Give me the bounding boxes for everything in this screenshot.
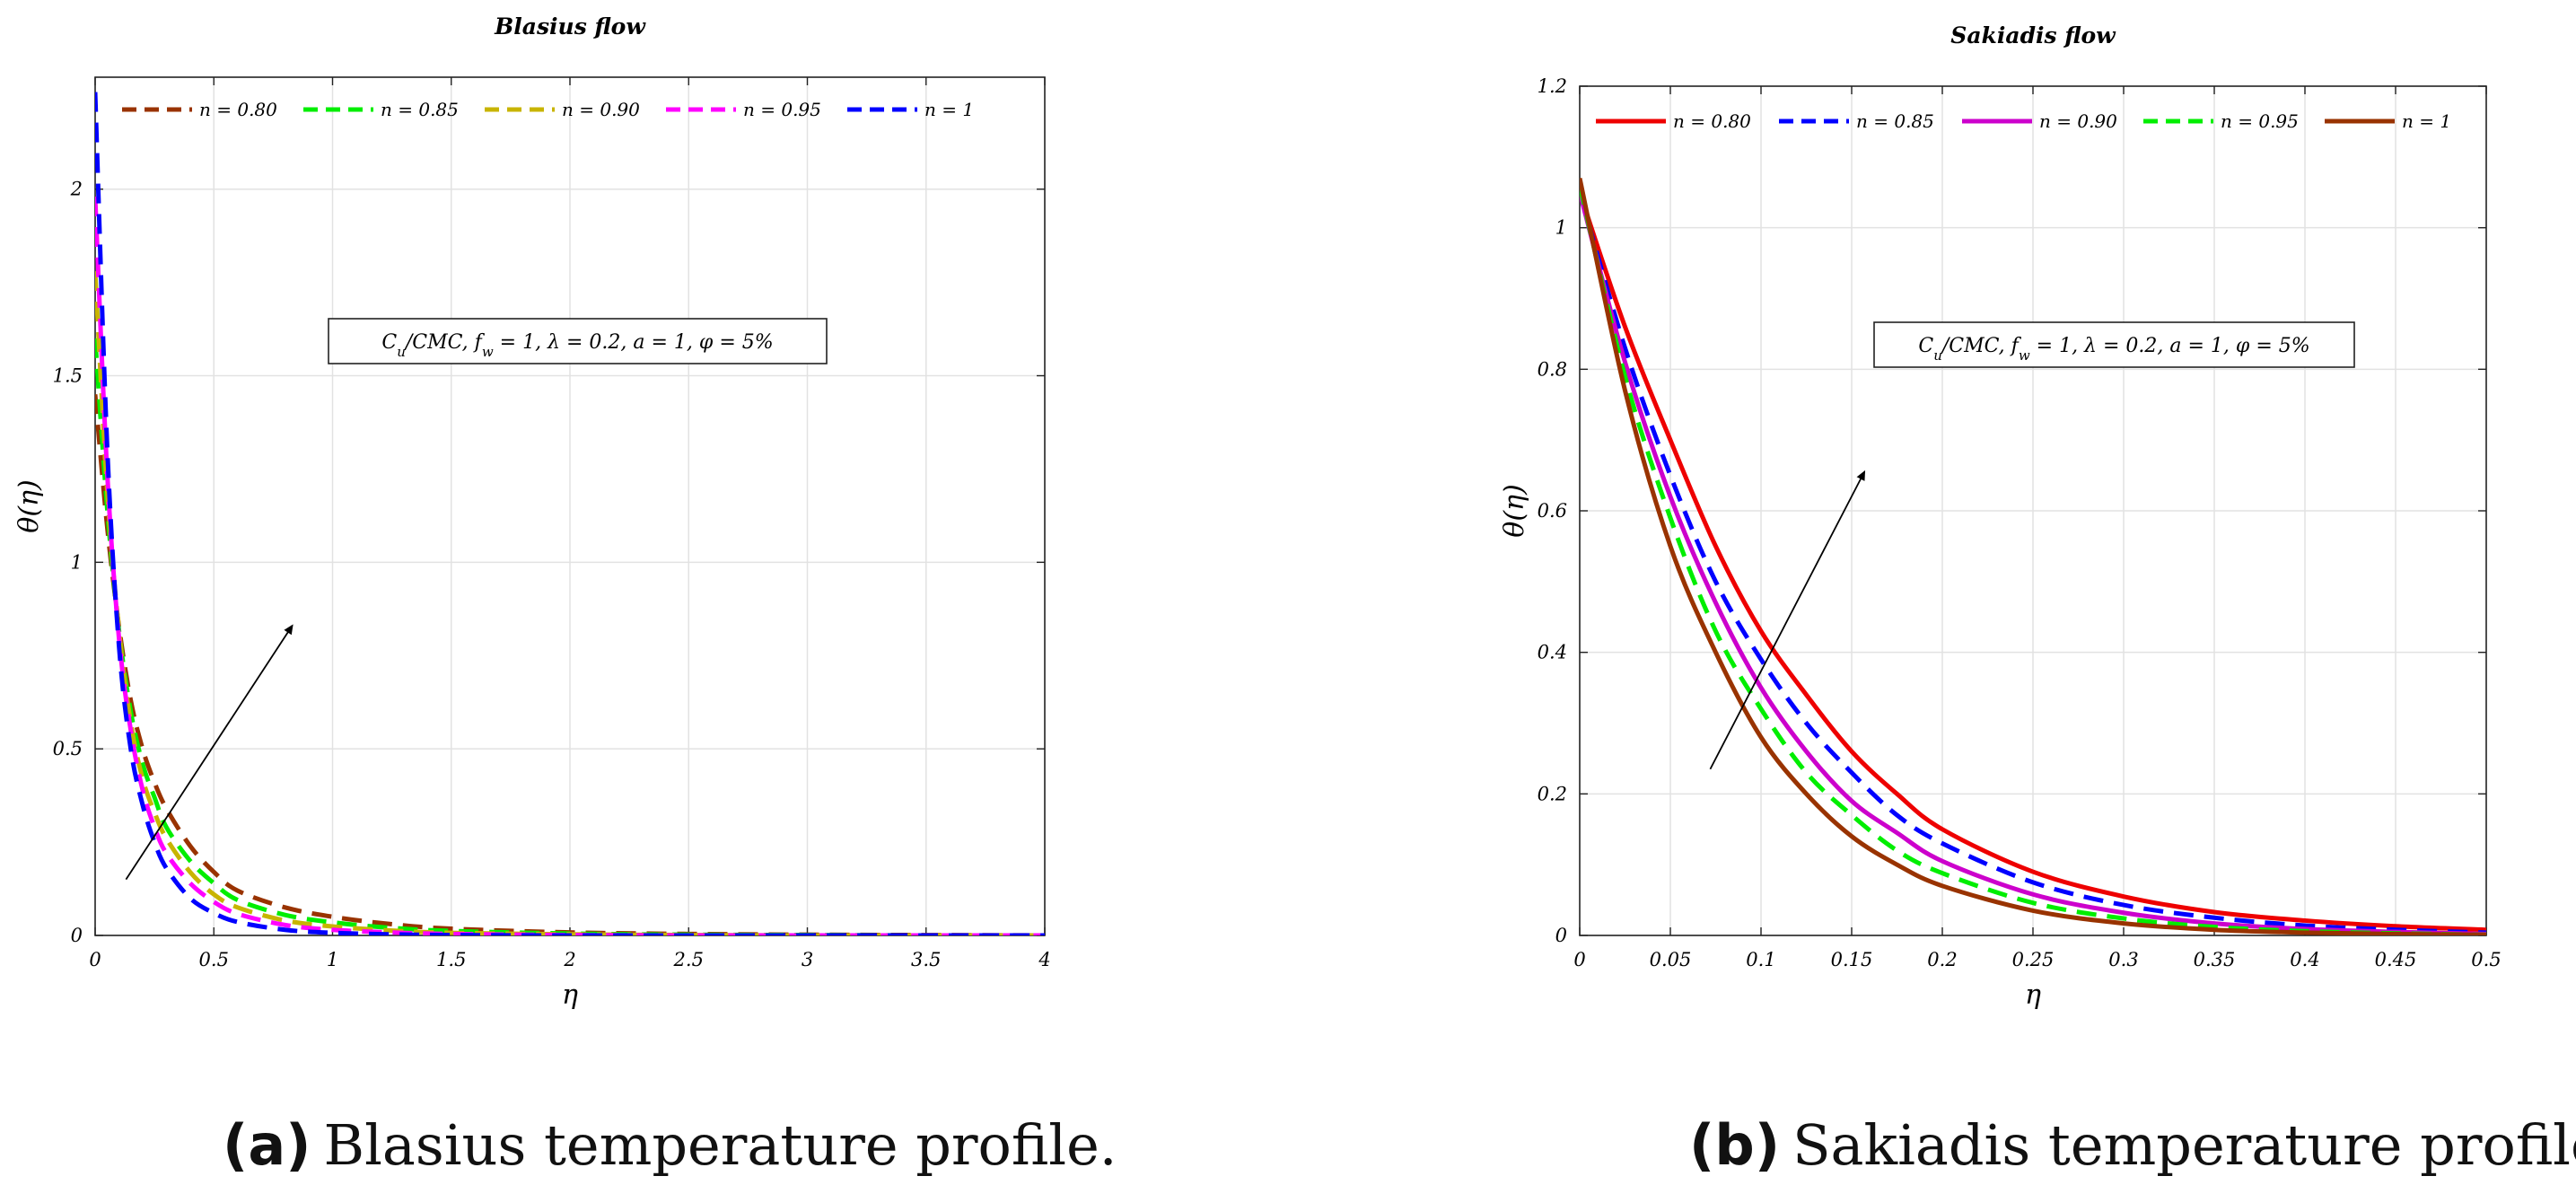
x-tick-label: 0.1 bbox=[1746, 949, 1775, 970]
annotation-box bbox=[328, 318, 828, 364]
series-line-n-0-80 bbox=[1580, 191, 2486, 933]
y-tick-label: 0 bbox=[1555, 925, 1567, 946]
x-tick-label: 4 bbox=[1038, 949, 1050, 970]
x-tick-label: 0.45 bbox=[2375, 949, 2417, 970]
legend-label: n = 0.85 bbox=[1856, 110, 1934, 132]
x-tick-label: 2 bbox=[563, 949, 575, 970]
x-tick-label: 1.5 bbox=[436, 949, 466, 970]
legend-label: n = 0.95 bbox=[2221, 110, 2299, 132]
x-tick-label: 0.35 bbox=[2194, 949, 2236, 970]
legend-label: n = 0.90 bbox=[2039, 110, 2117, 132]
y-tick-label: 0.6 bbox=[1538, 500, 1567, 522]
x-tick-label: 0.5 bbox=[199, 949, 229, 970]
y-tick-label: 1.2 bbox=[1538, 75, 1567, 97]
x-tick-label: 1 bbox=[327, 949, 338, 970]
legend-label: n = 1 bbox=[2402, 110, 2451, 132]
y-tick-label: 2 bbox=[70, 179, 83, 200]
y-tick-label: 0.2 bbox=[1538, 783, 1567, 804]
y-axis-label: θ(η) bbox=[13, 479, 45, 532]
trend-arrow bbox=[125, 624, 294, 881]
legend-label: n = 0.90 bbox=[562, 99, 640, 120]
series-line-n-0-85 bbox=[1580, 191, 2486, 935]
series-line-n-0-95 bbox=[95, 196, 1045, 935]
y-tick-label: 0.8 bbox=[1538, 358, 1567, 380]
legend-label: n = 1 bbox=[924, 99, 974, 120]
y-tick-label: 0.4 bbox=[1538, 642, 1567, 663]
legend-label: n = 0.80 bbox=[199, 99, 277, 120]
series-line-n-0-90 bbox=[1580, 191, 2486, 935]
x-tick-label: 0 bbox=[1573, 949, 1585, 970]
sakiadis-panel: 0 0.05 0.1 0.15 0.2 0.25 0.3 0.35 0.4 0.45 0.5 0 0.2… bbox=[1499, 22, 2576, 1178]
x-tick-label: 0 bbox=[89, 949, 101, 970]
x-tick-label: 0.25 bbox=[2012, 949, 2055, 970]
legend-label: n = 0.95 bbox=[743, 99, 821, 120]
annotation-box bbox=[1873, 321, 2355, 368]
x-tick-label: 0.5 bbox=[2471, 949, 2501, 970]
annotation-text: Cu/CMC, fw = 1, λ = 0.2, a = 1, φ = 5% bbox=[1918, 335, 2309, 364]
chart-title: Blasius flow bbox=[494, 13, 646, 40]
legend-label: n = 0.80 bbox=[1673, 110, 1751, 132]
x-tick-label: 0.3 bbox=[2108, 949, 2138, 970]
figure-caption: (b) Sakiadis temperature profile. bbox=[1689, 1112, 2576, 1178]
x-tick-label: 0.4 bbox=[2290, 949, 2319, 970]
y-tick-label: 1 bbox=[1555, 217, 1567, 239]
x-tick-label: 0.05 bbox=[1650, 949, 1692, 970]
legend-label: n = 0.85 bbox=[381, 99, 459, 120]
chart-title: Sakiadis flow bbox=[1950, 22, 2116, 48]
x-tick-label: 0.2 bbox=[1927, 949, 1957, 970]
annotation-text: Cu/CMC, fw = 1, λ = 0.2, a = 1, φ = 5% bbox=[381, 331, 773, 360]
x-tick-label: 0.15 bbox=[1831, 949, 1873, 970]
blasius-panel: 0 0.5 1 1.5 2 2.5 3 3.5 4 0 0.5 1 1.5 2 Blasius flow η θ… bbox=[13, 13, 1117, 1178]
figure-caption: (a) Blasius temperature profile. bbox=[223, 1112, 1117, 1178]
y-axis-label: θ(η) bbox=[1499, 484, 1530, 537]
x-tick-label: 2.5 bbox=[673, 949, 704, 970]
x-tick-label: 3 bbox=[802, 949, 813, 970]
series-line-n-1 bbox=[1580, 177, 2486, 935]
y-tick-label: 1 bbox=[71, 551, 83, 573]
y-tick-label: 1.5 bbox=[53, 365, 83, 387]
y-tick-label: 0 bbox=[71, 925, 83, 946]
x-tick-label: 3.5 bbox=[911, 949, 941, 970]
x-axis-label: η bbox=[2025, 979, 2041, 1011]
trend-arrow bbox=[1709, 470, 1866, 770]
x-axis-label: η bbox=[562, 979, 578, 1011]
y-tick-label: 0.5 bbox=[53, 738, 83, 759]
series-line-n-0-95 bbox=[1580, 184, 2486, 935]
